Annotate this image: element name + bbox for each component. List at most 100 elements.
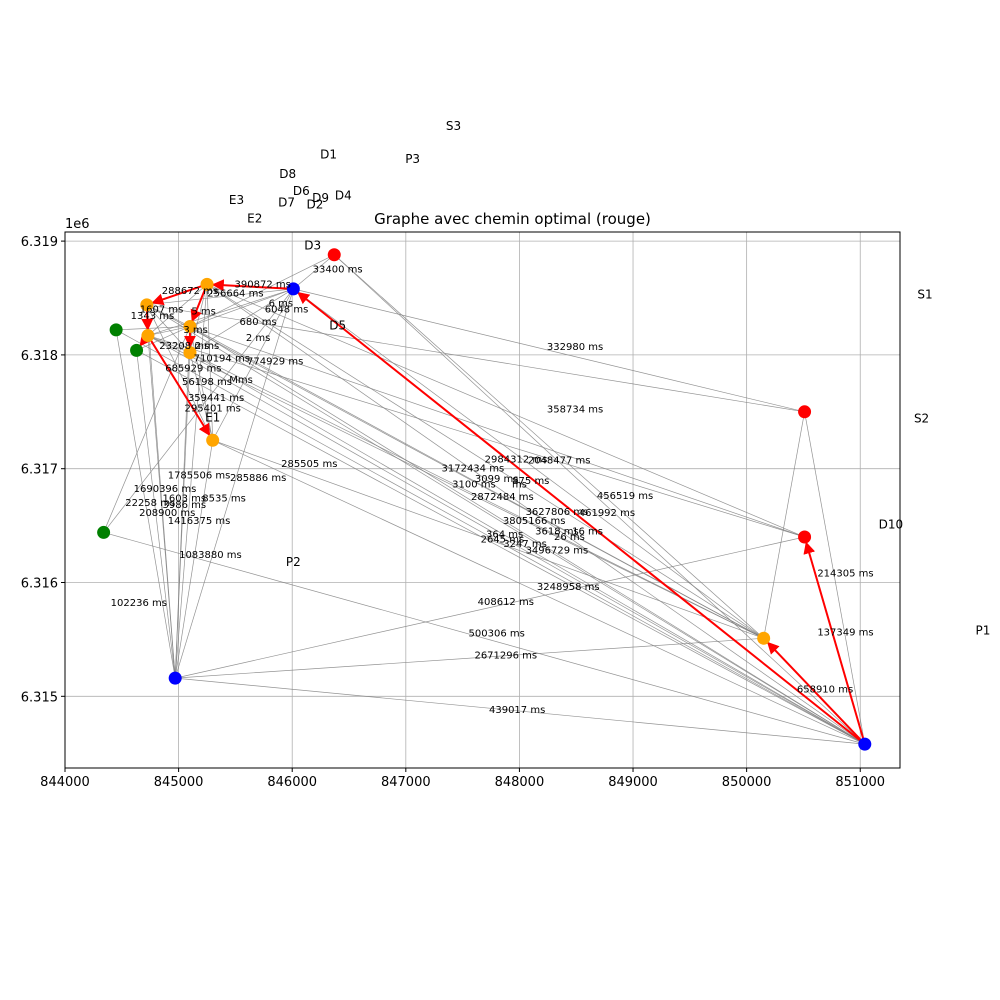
edge-weight-label: 2671296 ms [474,650,537,661]
graph-node [168,671,182,685]
optimal-path-edge [190,283,208,323]
edge-line [103,326,191,533]
node-name-label: E1 [205,410,220,424]
edge-line [115,329,865,745]
node-name-label: S2 [914,412,929,426]
edge-line [174,440,214,679]
node-name-label: E2 [247,211,262,225]
edge-weight-label: 680 ms [240,317,277,328]
edge-line [189,326,865,745]
edge-weight-label: 332980 ms [547,342,603,353]
graph-node [140,298,154,312]
y-tick-label: 6.316 [21,577,58,592]
edge-line [175,677,865,745]
node-name-label: D9 [312,191,329,205]
optimal-path-edge [297,291,866,745]
y-axis-ticks: 6.315 6.316 6.317 6.318 6.319 [21,235,65,705]
edge-weight-label: 288672 ms [162,286,218,297]
edge-weight-label: 208900 ms [139,508,195,519]
edge-line [212,288,294,441]
edge-weight-label: 3100 ms [452,480,496,491]
y-tick-label: 6.317 [21,463,58,478]
edge-line [189,326,805,538]
graph-node [327,248,341,262]
node-name-label: D6 [293,184,310,198]
edge-weight-label: 6048 ms [265,304,309,315]
edge-weight-label: 3986 ms [162,500,206,511]
optimal-path-edge [211,279,294,292]
edge-weight-label: 3172434 ms [442,464,505,475]
graph-node [200,277,214,291]
edge-line [147,335,865,745]
node-name-label: D4 [335,189,352,203]
node-name-label: D1 [320,148,337,162]
edge-weight-label: 1343 ms [131,311,175,322]
edge-line [189,352,865,745]
node-name-label: S3 [446,119,461,133]
edge-line [146,304,805,413]
edge-weight-label: 408612 ms [478,597,534,608]
optimal-path-edge [766,641,866,745]
edge-weight-label: 16 ms [572,526,603,537]
edge-line [147,284,208,336]
edge-weight-label: 137349 ms [817,628,873,639]
edge-line [174,284,208,679]
x-tick-label: 848000 [495,775,545,790]
edge-line [103,532,865,745]
x-tick-label: 851000 [835,775,885,790]
edge-weight-label: 1785506 ms [168,471,231,482]
edge-weight-label: 2048477 ms [528,456,591,467]
edge-line [763,411,805,639]
edge-weight-label: 359441 ms [188,393,244,404]
x-tick-label: 847000 [381,775,431,790]
plot-frame [64,231,901,769]
graph-node [97,525,111,539]
edge-weight-label: 214305 ms [817,568,873,579]
edge-weight-label: 2872484 ms [471,492,534,503]
edge-weight-label: 3248958 ms [537,582,600,593]
node-name-label: D5 [329,318,346,332]
edge-line [136,350,865,745]
edge-line [293,254,335,290]
edge-weight-label: 710194 ms [194,353,250,364]
edge-weight-label: 1607 ms [140,304,184,315]
edge-line [146,304,191,353]
edge-line [147,288,294,336]
edge-line [293,288,805,413]
edge-line [147,326,191,336]
edge-line [146,288,294,306]
node-name-label: P2 [286,555,301,569]
edge-line [206,284,214,441]
x-tick-label: 846000 [267,775,317,790]
edge-weight-label: 1416375 ms [168,516,231,527]
edge-line [334,254,764,639]
edge-weight-label: 3805166 ms [503,516,566,527]
y-offset-label: 1e6 [65,217,90,232]
edge-weight-label: 2645 ms [481,534,525,545]
edge-weight-label: Mms [229,375,253,386]
graph-nodes [97,248,872,751]
graph-node [757,631,771,645]
node-name-label: P3 [405,152,420,166]
node-name-label: D2 [306,198,323,212]
edge-line [175,637,764,679]
graph-node [858,737,872,751]
edge-weight-label: 2 ms [195,341,220,352]
x-tick-label: 849000 [608,775,658,790]
edge-weight-label: 456519 ms [597,491,653,502]
edge-weight-label: 3 ms [183,325,208,336]
y-tick-label: 6.319 [21,235,58,250]
edge-weight-label: 102236 ms [111,598,167,609]
edge-weight-label: 658910 ms [797,684,853,695]
optimal-path-edge [151,283,208,306]
edge-weight-label: 364 ms [486,530,523,541]
y-tick-label: 6.315 [21,690,58,705]
edge-weight-label: 3099 ms [475,474,519,485]
edge-weight-label: 390872 ms [235,279,291,290]
edge-weight-label: 5 ms [191,307,216,318]
edge-line [804,411,866,745]
edge-weight-label: 3618 ms [535,526,579,537]
edge-line [189,352,764,639]
x-tick-label: 844000 [40,775,90,790]
